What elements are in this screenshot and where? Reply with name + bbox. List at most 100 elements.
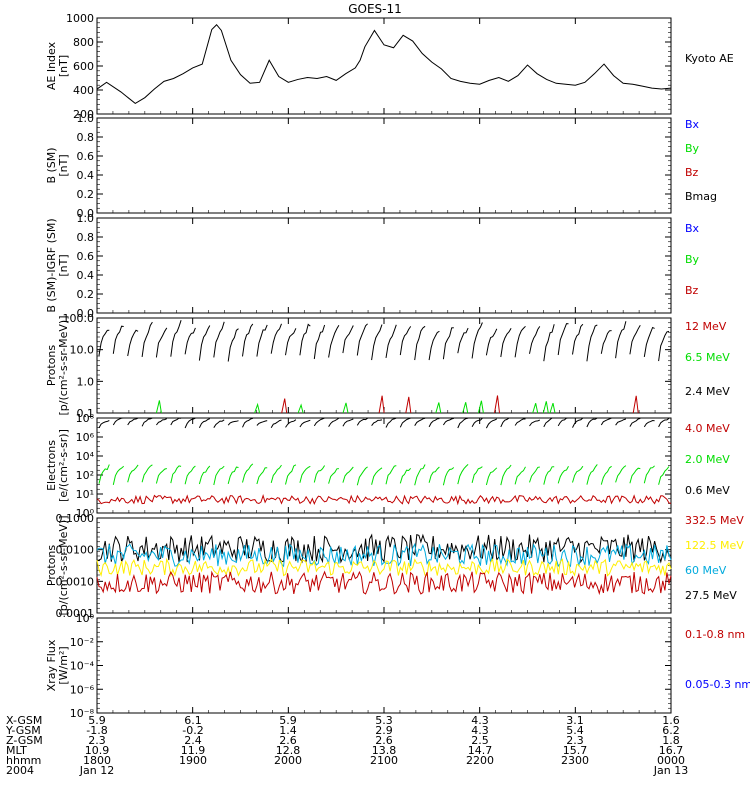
panel-frame [96, 217, 672, 314]
y-tick-label: 10⁸ [76, 412, 95, 425]
panel-frame [96, 17, 672, 115]
y-axis-label: B (SM)[nT] [45, 147, 70, 183]
footer-cell: Jan 12 [79, 764, 114, 777]
footer-cell: 11.9 [181, 744, 206, 757]
y-axis-label-line: [nT] [57, 55, 70, 77]
y-axis-label-line: [e/(cm²-s-sr)] [57, 429, 70, 502]
footer-cell: 13.8 [372, 744, 397, 757]
footer-cell: 2.3 [88, 734, 106, 747]
y-tick-label: 10¹ [76, 488, 94, 501]
footer-cell: 14.7 [468, 744, 493, 757]
footer-cell: 6.1 [184, 714, 202, 727]
footer-row-label: X-GSM [6, 714, 42, 727]
footer-cell: 2.5 [471, 734, 489, 747]
legend-entry: By [685, 142, 700, 155]
footer-row-label: 2004 [6, 764, 34, 777]
footer-cell: 1900 [179, 754, 207, 767]
y-tick-label: 600 [73, 60, 94, 73]
y-axis-label: Xray Flux[W/m²] [45, 639, 70, 691]
panel-electrons: 10⁸ 10⁶ 10⁴ 10² 10¹ 10⁰ Electrons[e/(cm²-s-sr)… [45, 412, 730, 520]
panel-ae: 1000 800 600 400 200 AE Index[nT] Kyoto AE [45, 12, 734, 121]
series-line-332.5-MeV [96, 570, 672, 596]
y-axis-label: Electrons[e/(cm²-s-sr)] [45, 429, 70, 502]
y-tick-label: 1.0 [77, 375, 95, 388]
legend-entry: Bx [685, 118, 700, 131]
legend-entry: 12 MeV [685, 320, 727, 333]
y-tick-label: 0.1 [77, 407, 95, 420]
footer-cell: 1.4 [279, 724, 297, 737]
legend-entry: 122.5 MeV [685, 539, 744, 552]
legend-entry: 4.0 MeV [685, 422, 730, 435]
y-axis-label: Protons[p/(cm²-s-sr-MeV)] [45, 516, 70, 616]
y-tick-label: 0.2 [77, 288, 95, 301]
y-tick-label: 1.0 [77, 212, 95, 225]
y-tick-label: 0.2 [77, 188, 95, 201]
footer-cell: 5.9 [88, 714, 106, 727]
y-tick-label: 10⁰ [76, 612, 95, 625]
footer-cell: -1.8 [86, 724, 107, 737]
y-tick-label: 100.0 [63, 312, 95, 325]
y-axis-label: B (SM)-IGRF (SM)[nT] [45, 218, 70, 312]
legend-entry: Bmag [685, 190, 717, 203]
legend-entry: Kyoto AE [685, 52, 734, 65]
series-line-0.6-MeV [98, 417, 670, 429]
legend-entry: 6.5 MeV [685, 351, 730, 364]
panel-frame [96, 317, 672, 414]
y-axis-label-line: [p/(cm²-s-sr-MeV)] [57, 516, 70, 616]
ephemeris-footer: X-GSMY-GSMZ-GSMMLThhmm20045.9-1.82.310.9… [5, 714, 688, 777]
y-axis-label-line: AE Index [45, 41, 58, 90]
y-tick-label: 0.8 [77, 231, 95, 244]
footer-row-label: Z-GSM [6, 734, 43, 747]
legend-entry: 0.1-0.8 nm [685, 628, 745, 641]
y-tick-label: 0.1000 [56, 512, 95, 525]
plot-title: GOES-11 [348, 2, 402, 16]
y-tick-label: 0.4 [77, 269, 95, 282]
y-tick-label: 10⁰ [76, 507, 95, 520]
y-axis-label-line: [nT] [57, 154, 70, 176]
y-axis-label-line: Protons [45, 345, 58, 386]
y-tick-label: 0.0001 [56, 607, 95, 620]
footer-cell: 5.3 [375, 714, 393, 727]
footer-cell: 2.9 [375, 724, 393, 737]
footer-cell: 1.8 [662, 734, 680, 747]
y-tick-label: 0.6 [77, 250, 95, 263]
y-tick-label: 0.0 [77, 207, 95, 220]
y-axis-label-line: Xray Flux [45, 639, 58, 691]
legend-entry: 2.4 MeV [685, 385, 730, 398]
y-tick-label: 400 [73, 84, 94, 97]
y-axis-label-line: B (SM)-IGRF (SM) [45, 218, 58, 312]
panel-frame [96, 617, 672, 714]
panel-bsm: 1.0 0.8 0.6 0.4 0.2 0.0 B (SM)[nT] Bx By Bz Bmag [45, 112, 717, 220]
series-line-12-MeV [281, 395, 639, 414]
footer-cell: 12.8 [276, 744, 301, 757]
footer-cell: 2.6 [375, 734, 393, 747]
legend-entry: 332.5 MeV [685, 514, 744, 527]
footer-row-label: Y-GSM [5, 724, 41, 737]
legend-entry: By [685, 253, 700, 266]
y-tick-label: 0.0 [77, 307, 95, 320]
footer-cell: 2000 [274, 754, 302, 767]
footer-cell: 4.3 [471, 714, 489, 727]
panel-bigrf: 1.0 0.8 0.6 0.4 0.2 0.0 B (SM)-IGRF (SM)[nT] Bx… [45, 212, 700, 320]
panel-frame [96, 117, 672, 214]
footer-cell: 2.6 [279, 734, 297, 747]
y-tick-label: 200 [73, 108, 94, 121]
y-axis-label-line: Protons [45, 545, 58, 586]
y-tick-label: 10⁴ [76, 450, 95, 463]
y-tick-label: 10⁻⁶ [70, 683, 95, 696]
footer-row-label: hhmm [6, 754, 41, 767]
y-axis-label: AE Index[nT] [45, 41, 70, 90]
series-line-2.4-MeV [98, 320, 670, 362]
y-tick-label: 0.6 [77, 150, 95, 163]
panel-protons_high: 0.10000.01000.00100.0001Protons[p/(cm²-s… [45, 512, 744, 620]
panel-protons_low: 100.0 10.0 1.0 0.1 Protons[p/(cm²-s-sr-MeV)]… [45, 312, 730, 420]
y-tick-label: 10⁻⁸ [70, 707, 95, 720]
y-tick-label: 800 [73, 36, 94, 49]
footer-cell: 15.7 [563, 744, 588, 757]
footer-cell: 2.4 [184, 734, 202, 747]
footer-cell: 2300 [561, 754, 589, 767]
series-line-6.5-MeV [155, 400, 556, 414]
footer-cell: 2200 [466, 754, 494, 767]
footer-cell: -0.2 [182, 724, 203, 737]
